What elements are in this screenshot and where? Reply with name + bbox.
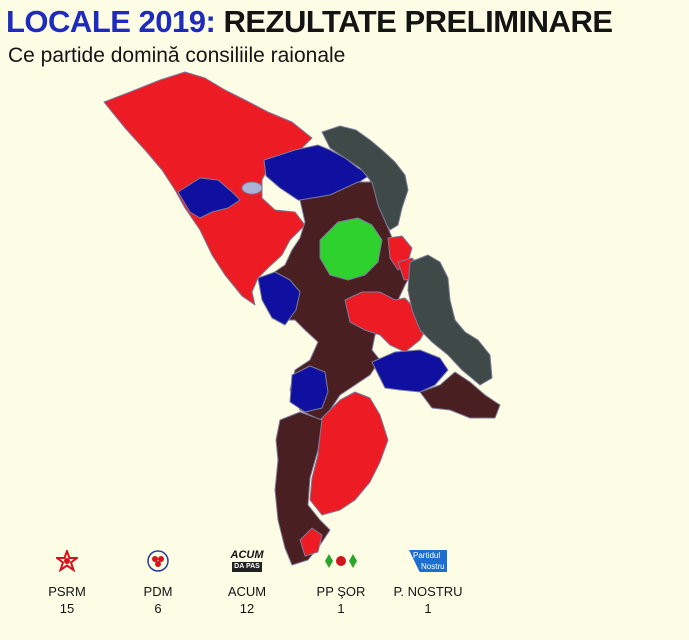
legend-pdm: PDM 6	[103, 548, 213, 616]
region-west-pdm	[289, 365, 329, 413]
region-east-nostru	[407, 254, 493, 386]
pdm-flower-icon	[103, 548, 213, 574]
region-south-psrm	[309, 391, 389, 516]
acum-logo-sub: DA PAS	[232, 562, 262, 572]
legend-label: PSRM	[48, 584, 86, 599]
legend-count: 1	[337, 601, 345, 616]
nostru-logo: Partidul Nostru	[373, 548, 483, 574]
legend-label: ACUM	[227, 584, 267, 599]
legend-label: PDM	[143, 584, 173, 599]
region-nw-pdm	[177, 177, 241, 219]
acum-logo-text: ACUM	[230, 549, 264, 561]
sor-ornament-icon	[286, 548, 396, 574]
legend-psrm: PSRM 15	[12, 548, 122, 616]
legend-count: 6	[154, 601, 162, 616]
nostru-logo-sub: Nostru	[421, 562, 445, 571]
legend-pp-sor: PP ŞOR 1	[286, 548, 396, 616]
legend-count: 15	[59, 601, 75, 616]
region-se-acum	[419, 371, 501, 419]
region-center-pdm	[257, 271, 301, 326]
legend-acum: ACUM DA PAS ACUM 12	[192, 548, 302, 617]
legend-count: 12	[239, 601, 255, 616]
lake-costesti	[241, 181, 263, 195]
nostru-logo-text: Partidul	[413, 551, 441, 560]
legend-label: P. NOSTRU	[393, 584, 463, 599]
acum-logo: ACUM DA PAS	[192, 548, 302, 574]
title-results: REZULTATE PRELIMINARE	[223, 4, 613, 39]
region-ne-nostru	[321, 125, 409, 231]
legend-count: 1	[424, 601, 432, 616]
title-year: LOCALE 2019:	[6, 4, 216, 39]
page-title: LOCALE 2019: REZULTATE PRELIMINARE	[6, 4, 613, 40]
legend-label: PP ŞOR	[316, 584, 366, 599]
region-orhei-sor	[319, 217, 383, 281]
page-subtitle: Ce partide domină consiliile raionale	[8, 44, 346, 67]
region-south-pdm	[371, 349, 449, 393]
rose-star-icon	[12, 548, 122, 574]
region-south-tip-psrm	[299, 527, 323, 557]
legend-p-nostru: Partidul Nostru P. NOSTRU 1	[373, 548, 483, 616]
